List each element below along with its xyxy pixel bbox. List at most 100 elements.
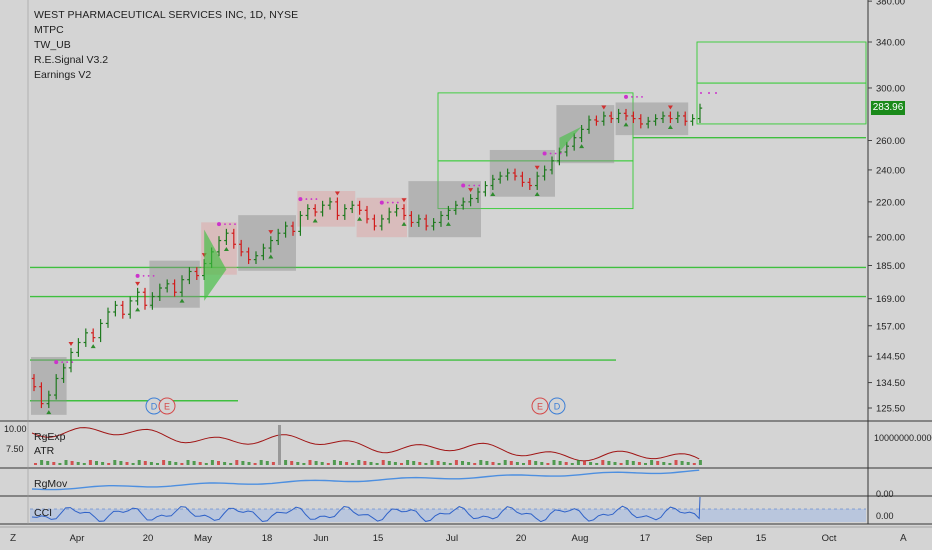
atr-volume-bar <box>76 462 80 465</box>
buy-signal-marker <box>579 144 585 149</box>
buy-signal-marker <box>90 344 96 349</box>
axis-value-label: 0.00 <box>876 489 894 499</box>
buy-signal-marker <box>179 298 185 303</box>
atr-volume-bar <box>302 463 306 465</box>
y-tick-label: 125.50 <box>876 404 905 415</box>
pivot-dot <box>298 197 303 202</box>
indicator-label[interactable]: Earnings V2 <box>34 69 92 81</box>
pivot-dot-trail <box>152 274 155 277</box>
pivot-dot-trail <box>61 361 64 364</box>
breakout-triangle <box>204 229 227 301</box>
atr-volume-bar <box>662 462 666 465</box>
atr-volume-bar <box>467 462 471 465</box>
atr-volume-bar <box>497 463 501 465</box>
atr-volume-bar <box>387 461 391 465</box>
pivot-dot <box>54 360 59 365</box>
buy-signal-marker <box>135 307 141 312</box>
atr-volume-bar <box>558 461 562 465</box>
x-tick-label: 18 <box>262 533 273 544</box>
pivot-dot-trail <box>66 361 69 364</box>
atr-volume-bar <box>564 462 568 465</box>
atr-volume-bar <box>107 463 111 465</box>
x-tick-label: 17 <box>640 533 651 544</box>
sell-signal-marker <box>68 342 74 347</box>
atr-volume-bar <box>436 461 440 465</box>
atr-volume-bar <box>326 463 330 465</box>
atr-volume-bar <box>186 460 190 465</box>
atr-volume-bar <box>113 460 117 465</box>
x-tick-label: Jul <box>446 533 458 544</box>
atr-volume-bar <box>223 462 227 465</box>
y-tick-label: 157.00 <box>876 321 905 332</box>
atr-volume-bar <box>369 462 373 465</box>
pivot-dot-trail <box>305 198 308 200</box>
atr-volume-bar <box>192 461 196 465</box>
indicator-label[interactable]: MTPC <box>34 24 64 36</box>
atr-volume-bar <box>534 461 538 465</box>
atr-volume-bar <box>52 462 56 465</box>
pivot-dot-trail <box>700 92 702 94</box>
atr-volume-bar <box>198 462 202 465</box>
auto-scale-button[interactable]: A <box>900 533 907 544</box>
pivot-dot <box>542 151 547 156</box>
cci-band <box>30 509 866 522</box>
y-tick-label: 340.00 <box>876 38 905 49</box>
atr-volume-bar <box>271 462 275 465</box>
atr-volume-bar <box>40 460 44 465</box>
pivot-dot-trail <box>715 92 717 94</box>
cci-line <box>31 496 701 523</box>
atr-volume-bar <box>570 463 574 465</box>
rgexp-label[interactable]: RgExp <box>34 431 66 443</box>
cci-label[interactable]: CCI <box>34 507 53 519</box>
atr-volume-bar <box>204 463 208 465</box>
atr-volume-bar <box>168 461 172 465</box>
atr-volume-bar <box>137 460 141 465</box>
chart-legend: WEST PHARMACEUTICAL SERVICES INC, 1D, NY… <box>34 8 298 83</box>
buy-signal-marker <box>534 191 540 196</box>
pivot-dot-trail <box>147 274 150 277</box>
atr-volume-bar <box>259 460 263 465</box>
sell-signal-marker <box>268 230 274 235</box>
target-box <box>437 160 634 210</box>
event-label: D <box>554 402 561 412</box>
buy-signal-marker <box>268 254 274 259</box>
atr-volume-bar <box>607 461 611 465</box>
atr-volume-bar <box>461 461 464 465</box>
atr-volume-bar <box>650 460 654 465</box>
atr-volume-bar <box>583 461 586 465</box>
atr-volume-bar <box>375 463 379 465</box>
atr-volume-bar <box>70 461 74 465</box>
y-tick-label: 200.00 <box>876 232 905 243</box>
zoom-button[interactable]: Z <box>10 533 17 544</box>
atr-volume-bar <box>698 460 702 465</box>
event-label: E <box>537 402 543 412</box>
atr-volume-bar <box>320 462 324 465</box>
pivot-dot <box>217 222 221 227</box>
indicator-label[interactable]: TW_UB <box>34 39 71 51</box>
atr-volume-bar <box>34 463 37 465</box>
y-tick-label: 380.00 <box>876 0 905 8</box>
indicator-label[interactable]: R.E.Signal V3.2 <box>34 54 109 66</box>
atr-volume-bar <box>351 463 355 465</box>
atr-volume-bar <box>479 460 483 465</box>
x-tick-label: 15 <box>373 533 384 544</box>
rgmov-label[interactable]: RgMov <box>34 478 68 490</box>
pivot-dot-trail <box>224 223 226 226</box>
atr-volume-bar <box>686 462 690 465</box>
atr-volume-bar <box>290 461 294 465</box>
event-label: E <box>164 402 170 412</box>
axis-value-label: 0.00 <box>876 511 894 521</box>
pivot-dot-trail <box>473 184 476 187</box>
pivot-dot-trail <box>636 96 638 98</box>
sell-signal-marker <box>667 105 673 110</box>
atr-volume-bar <box>217 461 220 465</box>
sell-signal-marker <box>468 188 474 193</box>
dividend-event-icon <box>548 397 566 415</box>
atr-volume-bar <box>503 460 507 465</box>
consolidation-zone <box>556 105 615 164</box>
atr-volume-bar <box>613 462 617 465</box>
pivot-dot-trail <box>559 152 562 155</box>
buy-signal-marker <box>667 125 673 130</box>
atr-label[interactable]: ATR <box>34 445 55 457</box>
